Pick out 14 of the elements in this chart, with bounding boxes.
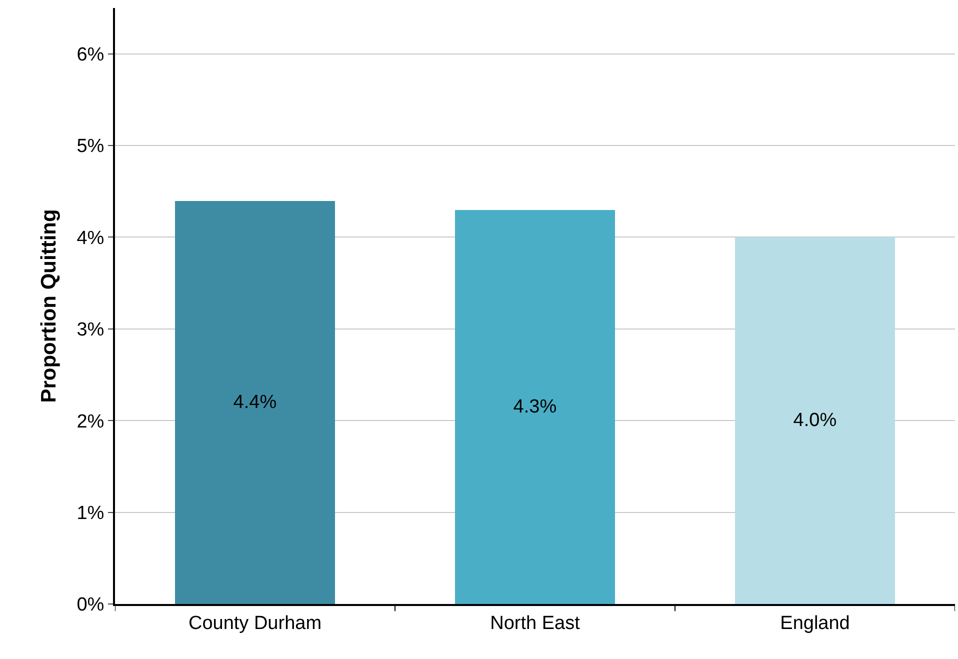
y-tick-label: 2%: [76, 411, 104, 432]
y-tick-label: 4%: [76, 228, 104, 249]
x-tick-label: North East: [490, 612, 581, 634]
y-axis-title: Proportion Quitting: [37, 209, 60, 403]
y-tick-label: 0%: [76, 594, 104, 616]
y-tick-label: 6%: [76, 44, 104, 66]
y-tick-label: 3%: [76, 320, 104, 341]
data-label: 4.4%: [233, 392, 277, 413]
data-label: 4.0%: [793, 410, 837, 431]
x-tick-label: England: [780, 612, 850, 634]
x-tick-label: County Durham: [188, 612, 322, 634]
y-tick-label: 5%: [76, 136, 104, 158]
data-label: 4.3%: [513, 396, 557, 418]
y-tick-label: 1%: [76, 502, 104, 524]
